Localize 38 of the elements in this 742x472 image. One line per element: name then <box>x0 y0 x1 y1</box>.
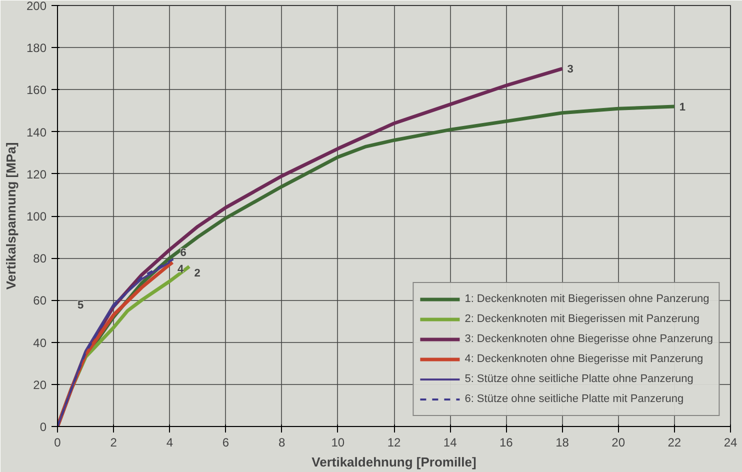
y-tick-label: 120 <box>26 167 47 182</box>
legend-label: 6: Stütze ohne seitliche Platte mit Panzerung <box>464 392 684 406</box>
y-tick-label: 60 <box>33 294 47 308</box>
y-tick-label: 100 <box>26 210 47 224</box>
annotation: 2 <box>194 268 200 280</box>
y-tick-label: 140 <box>26 125 47 140</box>
x-tick-label: 14 <box>443 436 458 450</box>
y-tick-label: 20 <box>33 378 47 392</box>
y-axis-title: Vertikalspannung [MPa] <box>3 142 18 290</box>
annotation: 4 <box>177 263 184 276</box>
annotation: 3 <box>567 64 574 76</box>
y-tick-label: 80 <box>33 252 47 266</box>
annotation: 1 <box>679 102 686 114</box>
legend-label: 5: Stütze ohne seitliche Platte ohne Panzerung <box>464 372 694 386</box>
x-tick-label: 22 <box>668 436 682 450</box>
legend-label: 4: Deckenknoten ohne Biegerisse mit Panzerung <box>464 352 704 366</box>
x-tick-label: 16 <box>499 436 514 450</box>
y-tick-label: 200 <box>26 0 47 13</box>
x-tick-label: 20 <box>612 436 626 450</box>
y-tick-label: 160 <box>26 83 47 98</box>
legend-label: 3: Deckenknoten ohne Biegerisse ohne Panzerung <box>464 332 713 346</box>
x-tick-label: 2 <box>110 436 118 450</box>
x-tick-label: 0 <box>54 436 62 450</box>
x-axis-title: Vertikaldehnung [Promille] <box>312 454 476 470</box>
annotation: 5 <box>77 299 84 312</box>
y-tick-label: 0 <box>40 420 47 434</box>
legend-label: 1: Deckenknoten mit Biegerissen ohne Panzerung <box>464 292 710 306</box>
x-tick-label: 12 <box>387 436 401 450</box>
legend-label: 2: Deckenknoten mit Biegerissen mit Panzerung <box>464 312 700 326</box>
x-tick-label: 6 <box>222 436 230 450</box>
x-tick-label: 4 <box>166 436 174 450</box>
x-tick-label: 10 <box>331 436 345 450</box>
annotation: 6 <box>180 247 186 260</box>
y-tick-label: 180 <box>26 41 47 56</box>
x-tick-label: 24 <box>724 436 738 450</box>
y-tick-label: 40 <box>33 336 47 350</box>
x-tick-label: 18 <box>556 436 570 450</box>
x-tick-label: 8 <box>278 436 286 450</box>
